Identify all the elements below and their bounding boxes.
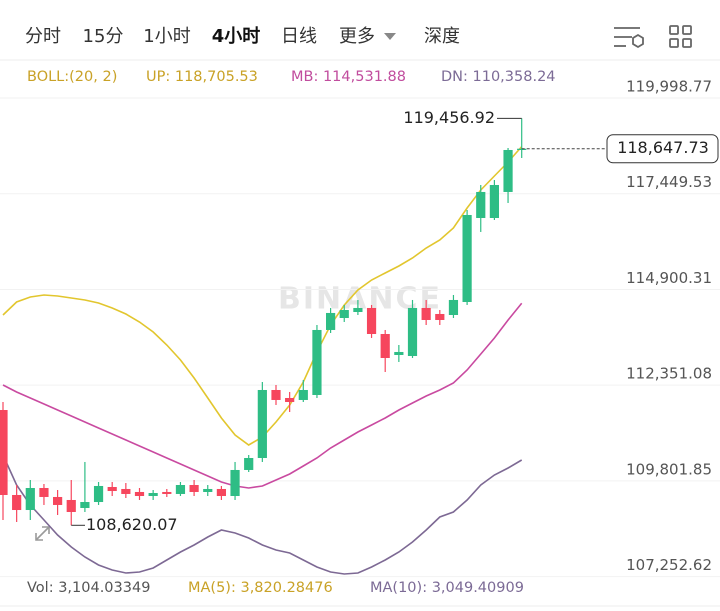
- candle-body: [435, 313, 445, 320]
- last-price-label: 118,647.73: [617, 138, 709, 157]
- candle-body: [339, 310, 349, 319]
- min-marker-label: 108,620.07: [86, 515, 178, 534]
- expand-icon[interactable]: [35, 526, 50, 541]
- indicator-label: DN: 110,358.24: [441, 69, 556, 85]
- y-tick-label: 114,900.31: [626, 269, 712, 287]
- y-tick-label: 117,449.53: [626, 173, 712, 191]
- candle-body: [148, 492, 158, 497]
- candle-body: [366, 307, 377, 334]
- candle-body: [203, 488, 213, 492]
- layout-icon[interactable]: [669, 25, 692, 48]
- candle-body: [448, 299, 459, 315]
- tab[interactable]: 1小时: [143, 26, 190, 47]
- indicator-label: UP: 118,705.53: [146, 69, 258, 85]
- tab[interactable]: 分时: [25, 26, 61, 47]
- candle-body: [80, 502, 90, 508]
- candle-body: [162, 491, 172, 494]
- volume-label: Vol: 3,104.03349: [27, 580, 150, 596]
- candle-body: [462, 214, 472, 303]
- tab[interactable]: 日线: [281, 26, 317, 47]
- candle-body: [517, 148, 527, 150]
- candle-body: [503, 149, 513, 192]
- candle-body: [216, 488, 226, 497]
- candle-body: [53, 496, 63, 505]
- tab[interactable]: 4小时: [212, 26, 261, 47]
- tab[interactable]: 15分: [83, 26, 124, 47]
- y-tick-label: 109,801.85: [626, 460, 712, 478]
- tab[interactable]: 更多: [339, 26, 375, 47]
- candle-body: [271, 389, 281, 400]
- candle-body: [298, 389, 308, 400]
- candle-body: [407, 307, 418, 357]
- candle-body: [285, 397, 295, 403]
- candle-body: [257, 389, 267, 459]
- candle-body: [312, 329, 322, 395]
- candle-body: [489, 184, 499, 218]
- candle-body: [326, 312, 336, 330]
- last-price-box: [606, 134, 719, 164]
- candle-body: [230, 469, 240, 497]
- volume-label: MA(5): 3,820.28476: [188, 580, 333, 596]
- indicator-label: MB: 114,531.88: [291, 69, 406, 85]
- y-tick-label: 107,252.62: [626, 556, 712, 574]
- candle-body: [12, 494, 22, 511]
- candle-body: [380, 333, 390, 358]
- dropdown-caret[interactable]: [384, 33, 396, 40]
- candle-body: [134, 491, 145, 497]
- tab[interactable]: 深度: [424, 26, 460, 47]
- y-tick-label: 112,351.08: [626, 365, 712, 383]
- candle-body: [353, 307, 363, 312]
- candle-body: [66, 499, 76, 513]
- indicator-label: BOLL:(20, 2): [27, 69, 117, 85]
- candle-body: [189, 485, 199, 492]
- settings-icon[interactable]: [614, 27, 644, 49]
- candle-body: [394, 351, 404, 355]
- boll-line: [2, 302, 523, 489]
- max-marker-label: 119,456.92: [403, 108, 495, 127]
- candle-body: [107, 486, 117, 492]
- candle-body: [175, 485, 186, 494]
- volume-label: MA(10): 3,049.40909: [370, 580, 524, 596]
- candle-body: [39, 488, 49, 497]
- candle-body: [121, 488, 131, 494]
- candle-body: [476, 191, 486, 218]
- candle-body: [25, 488, 35, 511]
- candle-body: [244, 458, 254, 470]
- y-tick-label: 119,998.77: [626, 77, 712, 95]
- boll-line: [2, 454, 523, 575]
- candle-body: [421, 307, 431, 320]
- candle-body: [0, 410, 8, 495]
- candle-body: [93, 485, 104, 503]
